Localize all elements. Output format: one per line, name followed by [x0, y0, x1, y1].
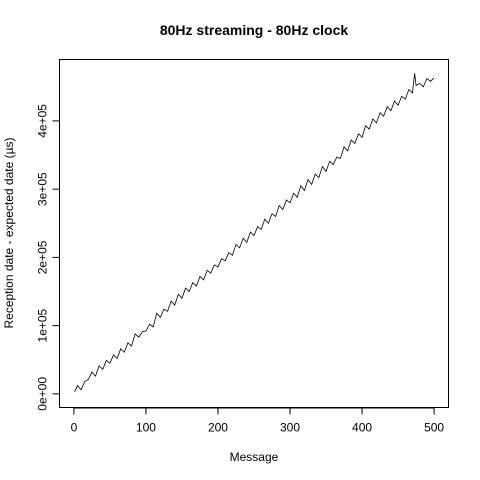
- x-tick-label: 200: [208, 421, 228, 435]
- y-tick-label: 1e+05: [36, 308, 50, 342]
- y-tick-label: 3e+05: [36, 172, 50, 206]
- y-axis: 0e+00 1e+05 2e+05 3e+05 4e+05: [36, 104, 60, 411]
- x-tick-label: 0: [71, 421, 78, 435]
- y-tick-label: 2e+05: [36, 240, 50, 274]
- series-line-0: [74, 73, 435, 392]
- x-tick-label: 400: [352, 421, 372, 435]
- y-axis-label: Reception date - expected date (µs): [2, 137, 16, 328]
- series-layer: [74, 73, 435, 392]
- x-axis-label: Message: [230, 450, 279, 464]
- y-tick-label: 0e+00: [36, 377, 50, 411]
- plot-frame: [59, 59, 449, 408]
- x-tick-label: 300: [280, 421, 300, 435]
- y-tick-label: 4e+05: [36, 104, 50, 138]
- x-tick-label: 500: [424, 421, 444, 435]
- chart-title: 80Hz streaming - 80Hz clock: [160, 22, 349, 38]
- x-tick-label: 100: [136, 421, 156, 435]
- x-axis: 0 100 200 300 400 500: [71, 407, 444, 435]
